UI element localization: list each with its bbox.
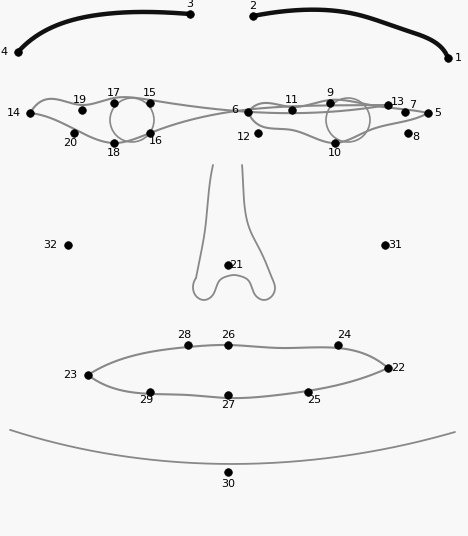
Text: 1: 1 [454,53,461,63]
Text: 15: 15 [143,88,157,98]
Text: 27: 27 [221,400,235,410]
Text: 21: 21 [229,260,243,270]
Text: 23: 23 [63,370,77,380]
Text: 4: 4 [0,47,7,57]
Text: 30: 30 [221,479,235,489]
Text: 17: 17 [107,88,121,98]
Text: 9: 9 [327,88,334,98]
Text: 32: 32 [43,240,57,250]
Text: 28: 28 [177,330,191,340]
Text: 3: 3 [187,0,193,9]
Text: 22: 22 [391,363,405,373]
Text: 25: 25 [307,395,321,405]
Text: 20: 20 [63,138,77,148]
Text: 8: 8 [412,132,420,142]
Text: 7: 7 [410,100,417,110]
Text: 14: 14 [7,108,21,118]
Text: 12: 12 [237,132,251,142]
Text: 10: 10 [328,148,342,158]
Text: 11: 11 [285,95,299,105]
Text: 5: 5 [434,108,441,118]
Text: 13: 13 [391,97,405,107]
Text: 16: 16 [149,136,163,146]
Text: 29: 29 [139,395,153,405]
Text: 6: 6 [232,105,239,115]
Text: 2: 2 [249,1,256,11]
Text: 24: 24 [337,330,351,340]
Text: 26: 26 [221,330,235,340]
Text: 18: 18 [107,148,121,158]
Text: 31: 31 [388,240,402,250]
Text: 19: 19 [73,95,87,105]
